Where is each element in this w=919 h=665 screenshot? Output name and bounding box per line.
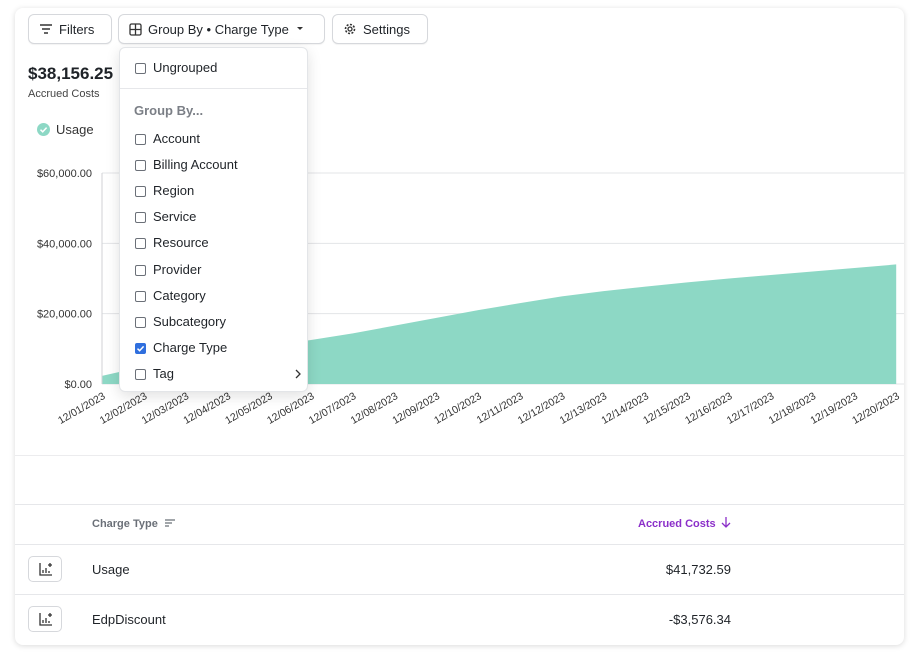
filters-label: Filters <box>59 21 95 37</box>
chart-icon-path <box>39 563 52 576</box>
y-tick-label: $20,000.00 <box>37 309 92 321</box>
checkbox[interactable] <box>135 63 146 74</box>
checkbox[interactable] <box>135 238 146 250</box>
menu-section: Group By... <box>134 103 204 118</box>
menu-item[interactable]: Charge Type <box>153 339 228 355</box>
checkbox[interactable] <box>135 316 146 328</box>
menu-item[interactable]: Region <box>153 183 195 199</box>
y-tick-label: $40,000.00 <box>37 238 92 250</box>
cell: -$3,576.34 <box>668 612 731 627</box>
chart-icon <box>39 563 52 576</box>
checkbox[interactable] <box>135 368 146 380</box>
legend-item[interactable]: Usage <box>37 122 94 137</box>
chart-button[interactable] <box>28 556 62 582</box>
menu-divider <box>120 88 307 89</box>
column-header[interactable]: Charge Type <box>92 518 158 530</box>
divider <box>15 455 904 456</box>
x-tick-label: 12/10/2023 <box>432 390 484 427</box>
total-label: Accrued Costs <box>28 88 100 100</box>
legend-label: Usage <box>56 122 94 137</box>
checkbox[interactable] <box>135 290 146 302</box>
checkbox[interactable] <box>135 264 146 276</box>
column-header[interactable]: Accrued Costs <box>638 518 716 530</box>
menu-item[interactable]: Category <box>153 287 206 303</box>
menu-item[interactable]: Subcategory <box>153 313 226 329</box>
chart-icon-path <box>39 613 52 626</box>
table-header: Charge Type Accrued Costs <box>15 504 904 545</box>
sort-desc-icon <box>721 517 731 528</box>
chevron-path <box>295 369 301 379</box>
chevron <box>295 369 301 379</box>
filters-button[interactable]: Filters <box>28 14 112 44</box>
check-path <box>136 345 145 352</box>
cell: EdpDiscount <box>92 612 166 627</box>
checkbox[interactable] <box>135 160 146 172</box>
menu-item[interactable]: Tag <box>153 365 174 381</box>
settings-label: Settings <box>363 21 410 37</box>
filter-icon <box>40 24 52 34</box>
legend-check <box>37 123 50 136</box>
chart-icon <box>39 613 52 626</box>
grid-icon <box>129 22 142 36</box>
caret <box>296 27 303 30</box>
menu-item[interactable]: Ungrouped <box>153 60 218 75</box>
sort-icon <box>165 519 175 527</box>
y-tick-label: $0.00 <box>64 379 92 391</box>
total-cost: $38,156.25 <box>28 64 114 83</box>
checkbox[interactable] <box>135 342 146 354</box>
gear-icon <box>344 23 356 35</box>
menu-item[interactable]: Provider <box>153 261 202 277</box>
cell: Usage <box>92 562 130 577</box>
checkbox[interactable] <box>135 134 146 145</box>
settings-button[interactable]: Settings <box>332 14 428 44</box>
checkbox[interactable] <box>135 186 146 198</box>
x-tick-label: 12/20/2023 <box>850 390 902 427</box>
group-by-label: Group By • Charge Type <box>148 21 289 37</box>
group-by-button[interactable]: Group By • Charge Type <box>118 14 325 44</box>
menu-item[interactable]: Resource <box>153 235 209 251</box>
check-mark <box>136 345 145 352</box>
menu-item[interactable]: Account <box>153 131 200 146</box>
y-tick-label: $60,000.00 <box>37 168 92 180</box>
table-row: Usage $41,732.59 <box>15 544 904 595</box>
table-row: EdpDiscount -$3,576.34 <box>15 594 904 645</box>
group-by-menu: Ungrouped Group By... Account Billing Acc… <box>119 47 308 392</box>
menu-item[interactable]: Billing Account <box>153 157 238 173</box>
checkbox[interactable] <box>135 212 146 224</box>
menu-item[interactable]: Service <box>153 209 197 225</box>
cell: $41,732.59 <box>665 562 731 577</box>
chart-button[interactable] <box>28 606 62 632</box>
